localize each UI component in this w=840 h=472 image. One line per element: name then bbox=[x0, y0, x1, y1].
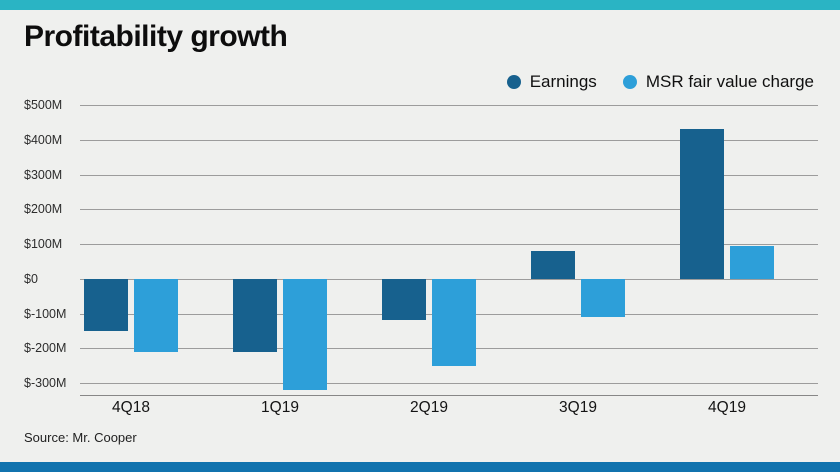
bar-earnings-3q19 bbox=[531, 250, 575, 279]
legend-item-earnings: Earnings bbox=[506, 72, 597, 92]
bar-earnings-4q19 bbox=[680, 129, 724, 279]
y-axis-tick-label: $400M bbox=[24, 132, 63, 147]
bar-msr-fair-value-charge-1q19 bbox=[283, 278, 327, 390]
source-note: Source: Mr. Cooper bbox=[24, 430, 137, 445]
chart-title: Profitability growth bbox=[24, 20, 288, 53]
x-axis-line bbox=[80, 395, 818, 396]
bar-msr-fair-value-charge-4q19 bbox=[730, 245, 774, 279]
bar-earnings-2q19 bbox=[382, 278, 426, 321]
y-axis-tick-label: $0 bbox=[24, 271, 38, 286]
bottom-accent-bar bbox=[0, 462, 840, 472]
y-axis-tick-label: $200M bbox=[24, 202, 63, 217]
x-axis-tick-label: 4Q18 bbox=[112, 399, 150, 416]
bar-earnings-1q19 bbox=[233, 278, 277, 352]
bar-msr-fair-value-charge-2q19 bbox=[432, 278, 476, 366]
legend-label-earnings: Earnings bbox=[529, 72, 597, 91]
x-axis-tick-label: 2Q19 bbox=[410, 399, 448, 416]
y-axis-tick-label: $-300M bbox=[24, 376, 67, 390]
msr-legend-swatch-icon bbox=[622, 75, 637, 89]
x-axis-tick-label: 1Q19 bbox=[261, 399, 299, 416]
bar-msr-fair-value-charge-4q18 bbox=[134, 278, 178, 352]
earnings-legend-swatch-icon bbox=[506, 75, 521, 89]
y-axis-tick-label: $-100M bbox=[24, 306, 67, 321]
legend-label-msr: MSR fair value charge bbox=[645, 72, 814, 91]
y-axis-tick-label: $-200M bbox=[24, 341, 67, 356]
gridline bbox=[80, 174, 818, 176]
x-axis-tick-label: 3Q19 bbox=[559, 399, 597, 416]
gridline bbox=[80, 209, 818, 211]
gridline bbox=[80, 383, 818, 384]
bar-msr-fair-value-charge-3q19 bbox=[581, 278, 625, 317]
gridline bbox=[80, 139, 818, 141]
bar-earnings-4q18 bbox=[84, 278, 128, 331]
legend-item-msr-fair-value-charge: MSR fair value charge bbox=[622, 72, 814, 92]
chart-legend: Earnings MSR fair value charge bbox=[506, 72, 814, 92]
gridline bbox=[80, 244, 818, 245]
x-axis-tick-label: 4Q19 bbox=[708, 399, 746, 416]
y-axis-tick-label: $500M bbox=[24, 98, 63, 112]
top-accent-bar bbox=[0, 0, 840, 10]
y-axis-tick-label: $300M bbox=[24, 167, 63, 182]
gridline bbox=[80, 105, 818, 106]
y-axis-tick-label: $100M bbox=[24, 237, 63, 251]
